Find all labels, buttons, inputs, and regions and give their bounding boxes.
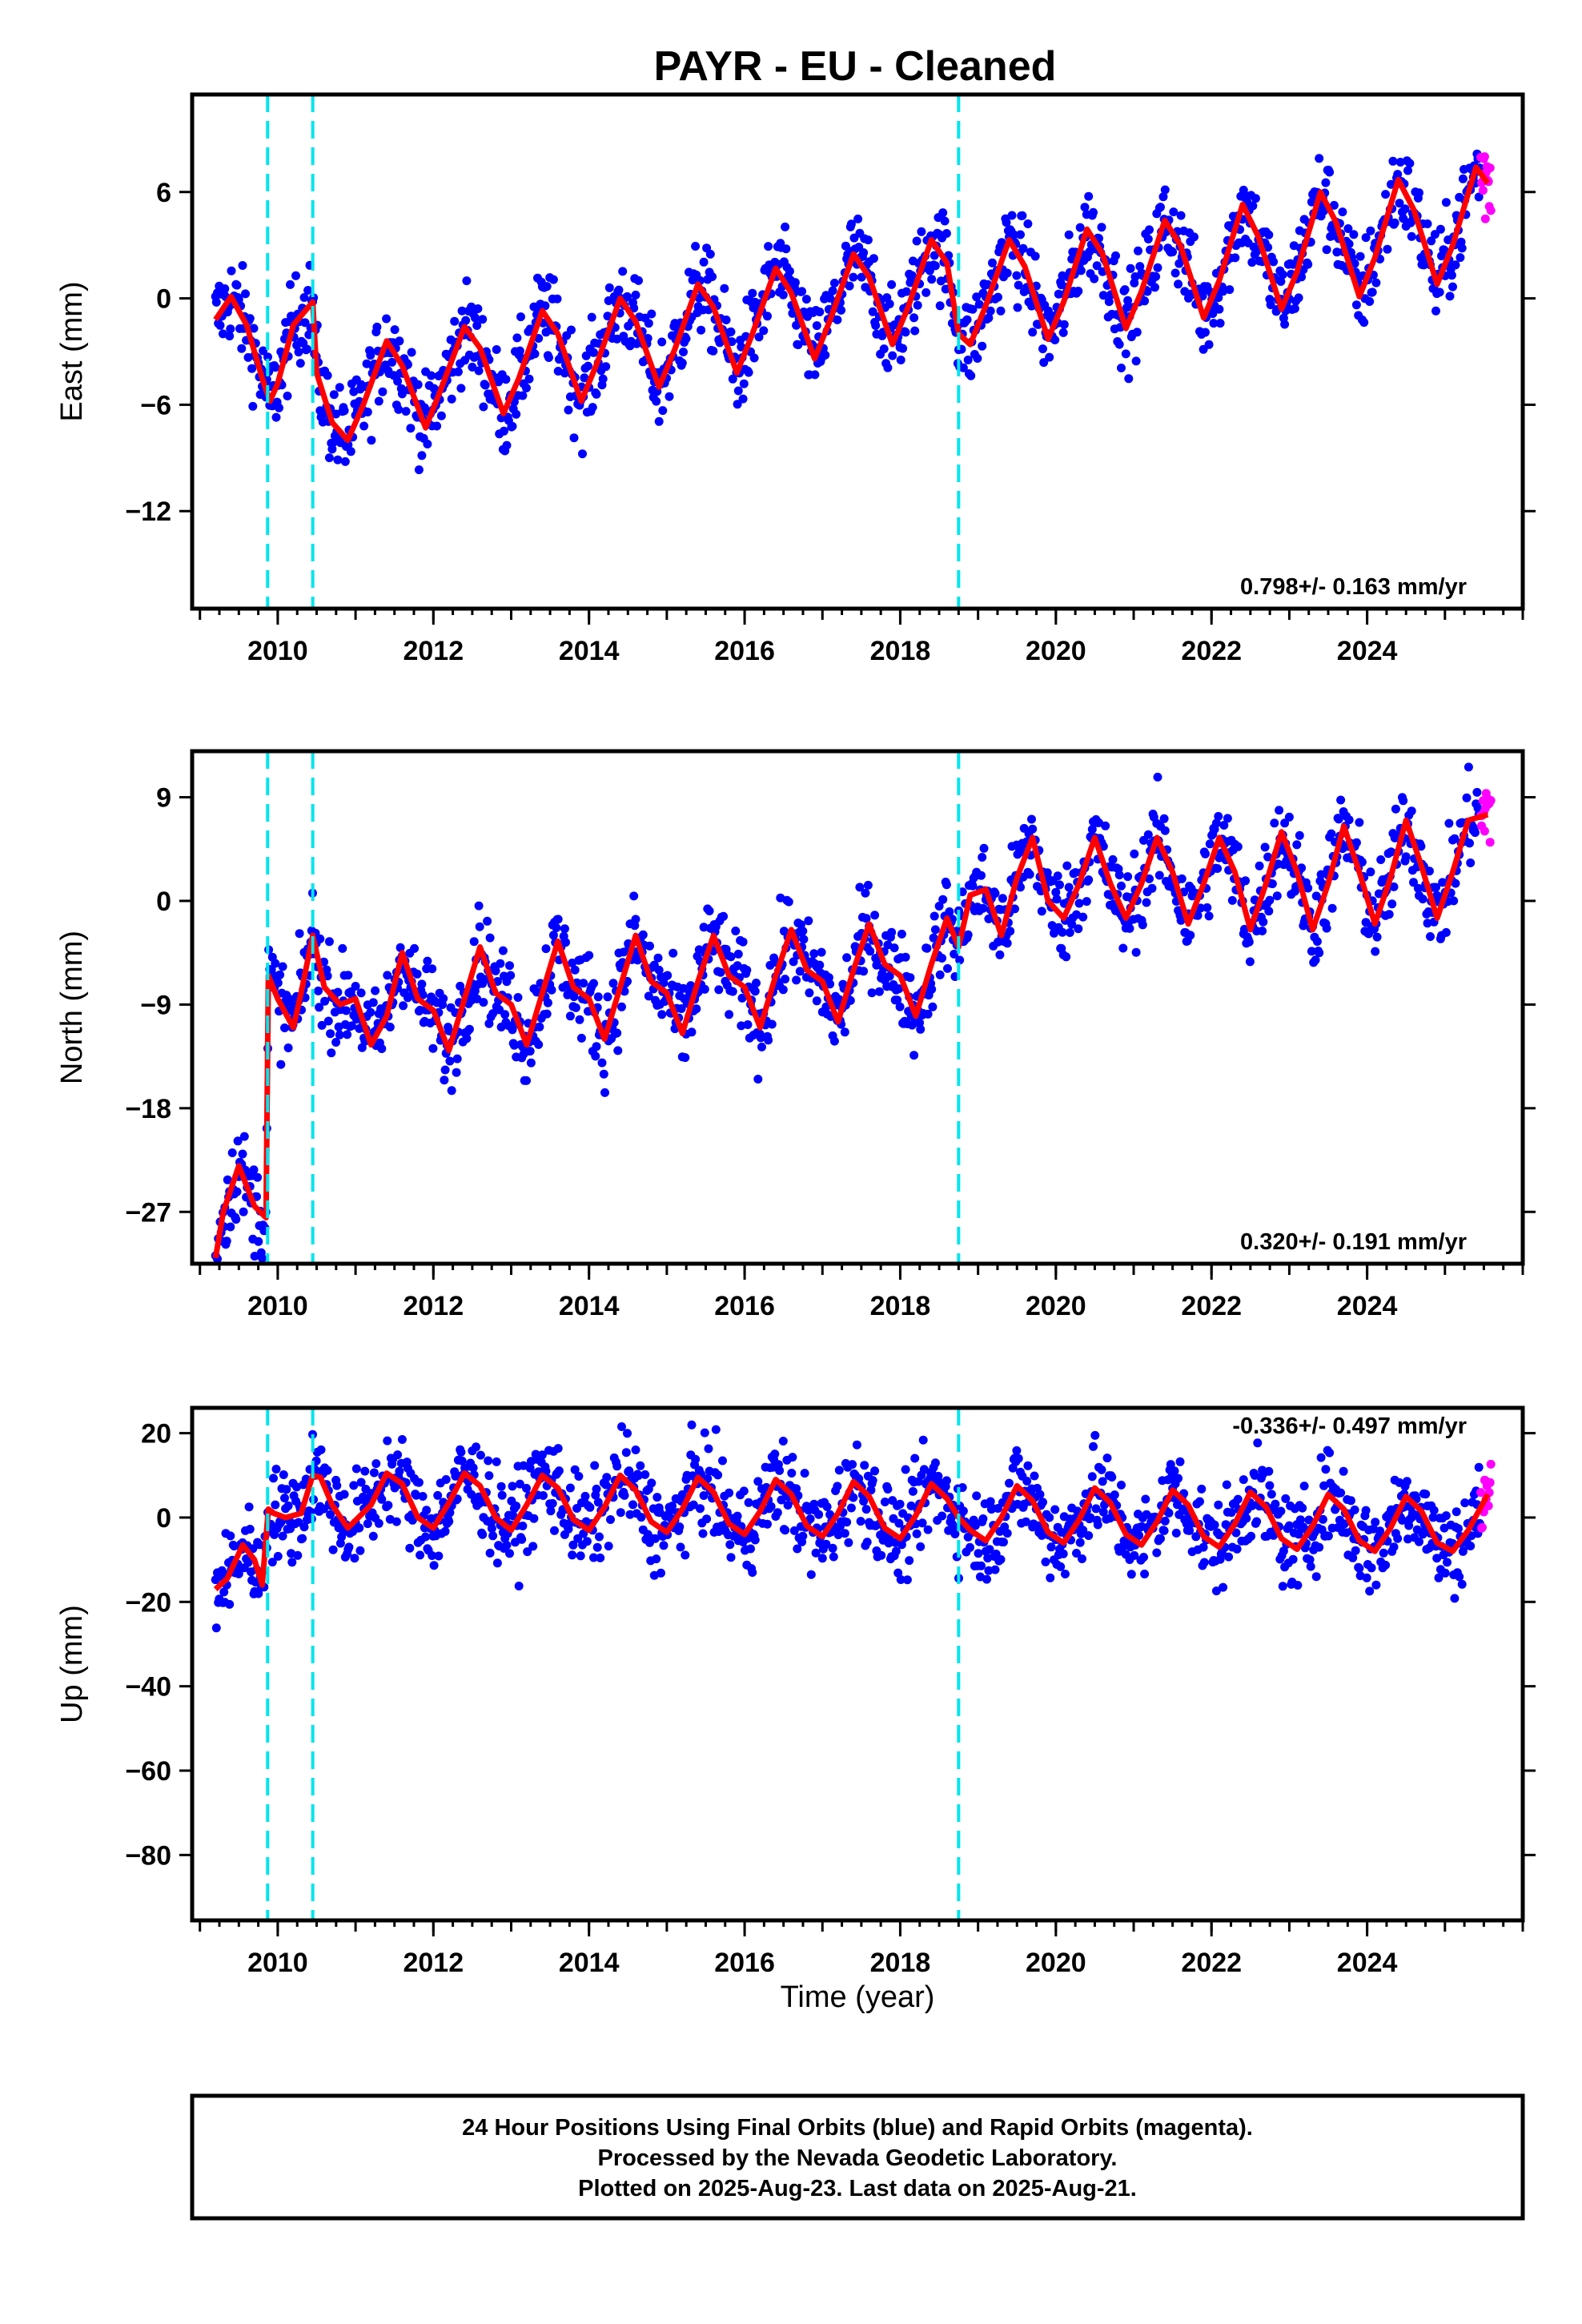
velocity-rate-label: 0.798+/- 0.163 mm/yr xyxy=(1240,574,1467,600)
x-tick-label: 2022 xyxy=(1181,636,1242,666)
model-fit-line xyxy=(213,164,1491,444)
x-tick-label: 2014 xyxy=(559,1291,620,1321)
y-tick-label: 0 xyxy=(156,887,171,917)
y-tick-label: 20 xyxy=(141,1419,171,1449)
y-tick-label: −20 xyxy=(125,1587,171,1618)
x-tick-label: 2014 xyxy=(559,636,620,666)
panel-0: 2010 2012 2014 2016 2018 2020 2022 2024 6 0 −6 −12 E… xyxy=(55,92,1536,666)
panel-frame xyxy=(190,749,1525,1266)
x-tick-label: 2016 xyxy=(714,1291,775,1321)
x-tick-label: 2022 xyxy=(1181,1291,1242,1321)
x-tick-label: 2016 xyxy=(714,1948,775,1978)
velocity-rate-label: 0.320+/- 0.191 mm/yr xyxy=(1240,1229,1467,1255)
y-tick-label: 9 xyxy=(156,783,171,814)
y-tick-label: −27 xyxy=(125,1197,171,1228)
y-tick-label: −18 xyxy=(125,1094,171,1124)
x-tick-label: 2020 xyxy=(1026,1291,1086,1321)
x-tick-label: 2018 xyxy=(870,636,931,666)
x-tick-label: 2014 xyxy=(559,1948,620,1978)
x-tick-label: 2024 xyxy=(1337,1291,1398,1321)
velocity-rate-label: -0.336+/- 0.497 mm/yr xyxy=(1232,1413,1467,1439)
panel-frame xyxy=(190,92,1525,611)
caption-line-2: Processed by the Nevada Geodetic Laborat… xyxy=(598,2145,1118,2171)
x-tick-label: 2010 xyxy=(247,1948,308,1978)
caption-box xyxy=(190,2093,1525,2221)
caption-line-1: 24 Hour Positions Using Final Orbits (bl… xyxy=(462,2115,1253,2141)
panels-group: 2010 2012 2014 2016 2018 2020 2022 2024 6 0 −6 −12 E… xyxy=(55,92,1536,1978)
x-tick-label: 2012 xyxy=(403,1291,464,1321)
y-tick-label: 0 xyxy=(156,284,171,315)
x-tick-label: 2020 xyxy=(1026,636,1086,666)
x-tick-label: 2018 xyxy=(870,1948,931,1978)
y-tick-label: −40 xyxy=(125,1672,171,1703)
y-tick-label: −80 xyxy=(125,1840,171,1871)
x-tick-label: 2020 xyxy=(1026,1948,1086,1978)
y-tick-label: 6 xyxy=(156,178,171,208)
x-tick-label: 2024 xyxy=(1337,636,1398,666)
x-tick-label: 2024 xyxy=(1337,1948,1398,1978)
y-tick-label: 0 xyxy=(156,1503,171,1534)
x-tick-label: 2012 xyxy=(403,1948,464,1978)
model-fit-line xyxy=(212,811,1489,1259)
y-tick-label: −6 xyxy=(140,390,171,420)
y-axis-label: East (mm) xyxy=(55,281,89,421)
y-tick-label: −60 xyxy=(125,1756,171,1787)
y-axis-label: North (mm) xyxy=(55,931,89,1084)
footer-caption: 24 Hour Positions Using Final Orbits (bl… xyxy=(190,2093,1525,2221)
model-fit-line xyxy=(213,1470,1491,1592)
chart-title: PAYR - EU - Cleaned xyxy=(654,43,1057,90)
x-tick-label: 2012 xyxy=(403,636,464,666)
x-tick-label: 2018 xyxy=(870,1291,931,1321)
y-tick-label: −9 xyxy=(140,990,171,1020)
x-tick-label: 2022 xyxy=(1181,1948,1242,1978)
y-tick-label: −12 xyxy=(125,497,171,527)
panel-1: 2010 2012 2014 2016 2018 2020 2022 2024 9 0 −9 −18 −… xyxy=(55,749,1536,1321)
panel-2: 2010 2012 2014 2016 2018 2020 2022 2024 20 0 −20 −4… xyxy=(55,1405,1536,1978)
x-tick-label: 2010 xyxy=(247,1291,308,1321)
caption-line-3: Plotted on 2025-Aug-23. Last data on 202… xyxy=(578,2176,1137,2201)
y-axis-label: Up (mm) xyxy=(55,1605,89,1723)
x-tick-label: 2010 xyxy=(247,636,308,666)
panel-frame xyxy=(190,1405,1525,1923)
x-tick-label: 2016 xyxy=(714,636,775,666)
x-axis-label: Time (year) xyxy=(781,1980,935,2014)
